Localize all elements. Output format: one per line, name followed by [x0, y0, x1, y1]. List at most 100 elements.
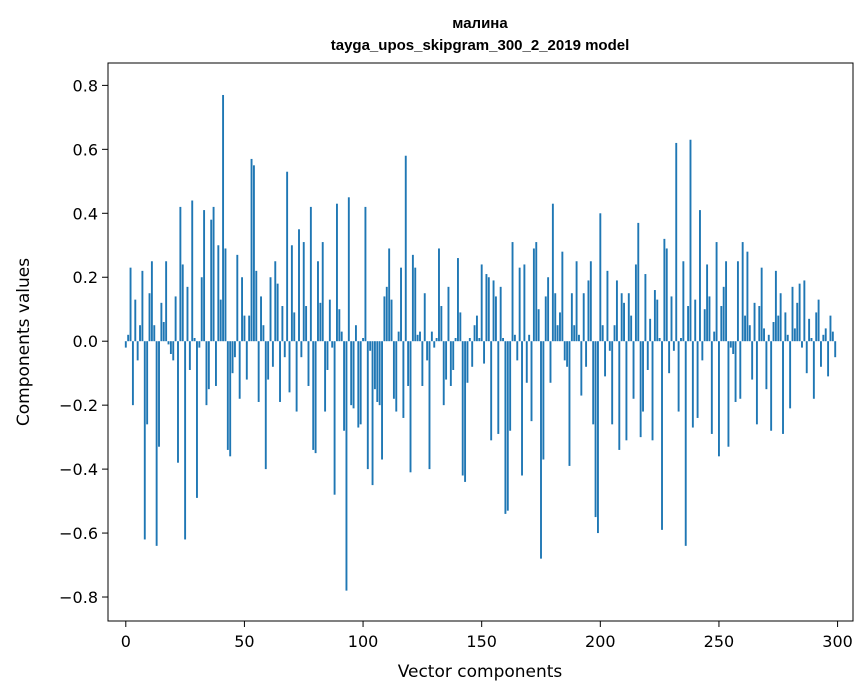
bar-114	[395, 341, 398, 412]
bar-108	[381, 341, 383, 460]
bar-121	[411, 254, 414, 342]
bar-203	[606, 270, 609, 342]
bar-155	[492, 280, 495, 342]
bar-284	[798, 283, 801, 342]
plot-frame	[107, 62, 854, 622]
bar-157	[497, 341, 500, 434]
bar-2	[129, 267, 132, 342]
bar-251	[720, 306, 723, 342]
bar-67	[283, 341, 286, 358]
bar-292	[817, 299, 820, 342]
bar-277	[782, 341, 784, 434]
bar-41	[222, 94, 225, 342]
bar-118	[404, 155, 407, 342]
bar-245	[706, 264, 709, 342]
bar-200	[599, 213, 602, 342]
bar-265	[753, 302, 756, 342]
bar-6	[139, 325, 141, 342]
bar-272	[770, 341, 773, 431]
bar-103	[369, 341, 372, 351]
bar-47	[236, 254, 239, 342]
bar-31	[198, 341, 201, 348]
bar-185	[563, 341, 566, 361]
bar-296	[827, 341, 830, 377]
bar-78	[309, 206, 312, 342]
bar-18	[167, 341, 170, 345]
bar-238	[689, 139, 692, 342]
bar-62	[271, 341, 274, 367]
bar-104	[371, 341, 374, 486]
x-tick-label: 200	[585, 632, 616, 651]
bar-125	[421, 341, 424, 386]
bar-194	[585, 341, 588, 367]
bar-72	[295, 341, 298, 412]
bar-211	[625, 341, 628, 441]
bar-294	[822, 334, 825, 342]
bar-139	[454, 338, 457, 342]
bar-129	[430, 331, 433, 342]
bar-231	[672, 341, 675, 351]
y-axis-ticks: −0.8 −0.6 −0.4 −0.2 0.0 0.2 0.4 0.6 0.8	[59, 76, 108, 607]
bar-177	[544, 296, 547, 342]
bar-23	[179, 206, 182, 342]
bar-285	[801, 341, 803, 348]
bar-227	[663, 238, 666, 342]
bar-15	[160, 302, 163, 342]
bar-98	[357, 341, 360, 428]
bar-91	[340, 331, 343, 342]
bar-44	[229, 341, 232, 457]
bar-64	[276, 283, 279, 342]
bar-39	[217, 245, 220, 342]
bar-7	[141, 270, 144, 342]
bar-89	[336, 203, 338, 342]
bar-258	[736, 261, 739, 342]
bar-149	[478, 338, 481, 342]
bar-288	[808, 318, 811, 342]
bar-69	[288, 341, 291, 393]
bar-124	[419, 331, 421, 342]
bar-178	[547, 277, 550, 342]
bar-60	[267, 341, 270, 380]
bar-182	[556, 325, 559, 342]
bar-191	[578, 334, 580, 342]
bar-176	[542, 341, 545, 460]
bar-257	[734, 341, 737, 402]
bar-138	[452, 341, 455, 370]
bar-215	[634, 264, 637, 342]
bar-142	[461, 341, 464, 476]
bar-107	[378, 341, 381, 406]
bar-54	[252, 165, 255, 342]
bar-262	[746, 251, 749, 342]
bar-38	[215, 341, 217, 386]
bar-186	[566, 341, 569, 367]
bar-82	[319, 302, 322, 342]
bar-49	[241, 277, 243, 342]
bar-11	[150, 261, 153, 342]
bar-135	[445, 341, 448, 380]
bar-30	[196, 341, 198, 498]
bar-80	[314, 341, 317, 454]
bar-244	[703, 309, 706, 342]
bar-205	[611, 341, 614, 425]
bar-291	[815, 312, 818, 342]
bar-268	[760, 267, 763, 342]
bar-183	[559, 312, 561, 342]
bar-14	[158, 341, 160, 447]
bar-86	[328, 299, 331, 342]
bar-126	[423, 293, 426, 342]
bar-224	[656, 299, 659, 342]
bar-156	[494, 296, 497, 342]
bar-119	[407, 341, 410, 386]
bar-116	[400, 267, 402, 342]
bar-22	[177, 341, 179, 463]
bar-233	[677, 341, 680, 412]
bar-222	[651, 341, 654, 441]
bar-213	[630, 315, 633, 342]
bar-281	[791, 286, 794, 342]
bar-34	[205, 341, 208, 406]
bar-295	[824, 328, 827, 342]
bar-87	[331, 341, 334, 348]
x-tick-label: 300	[822, 632, 853, 651]
bar-162	[509, 341, 512, 431]
